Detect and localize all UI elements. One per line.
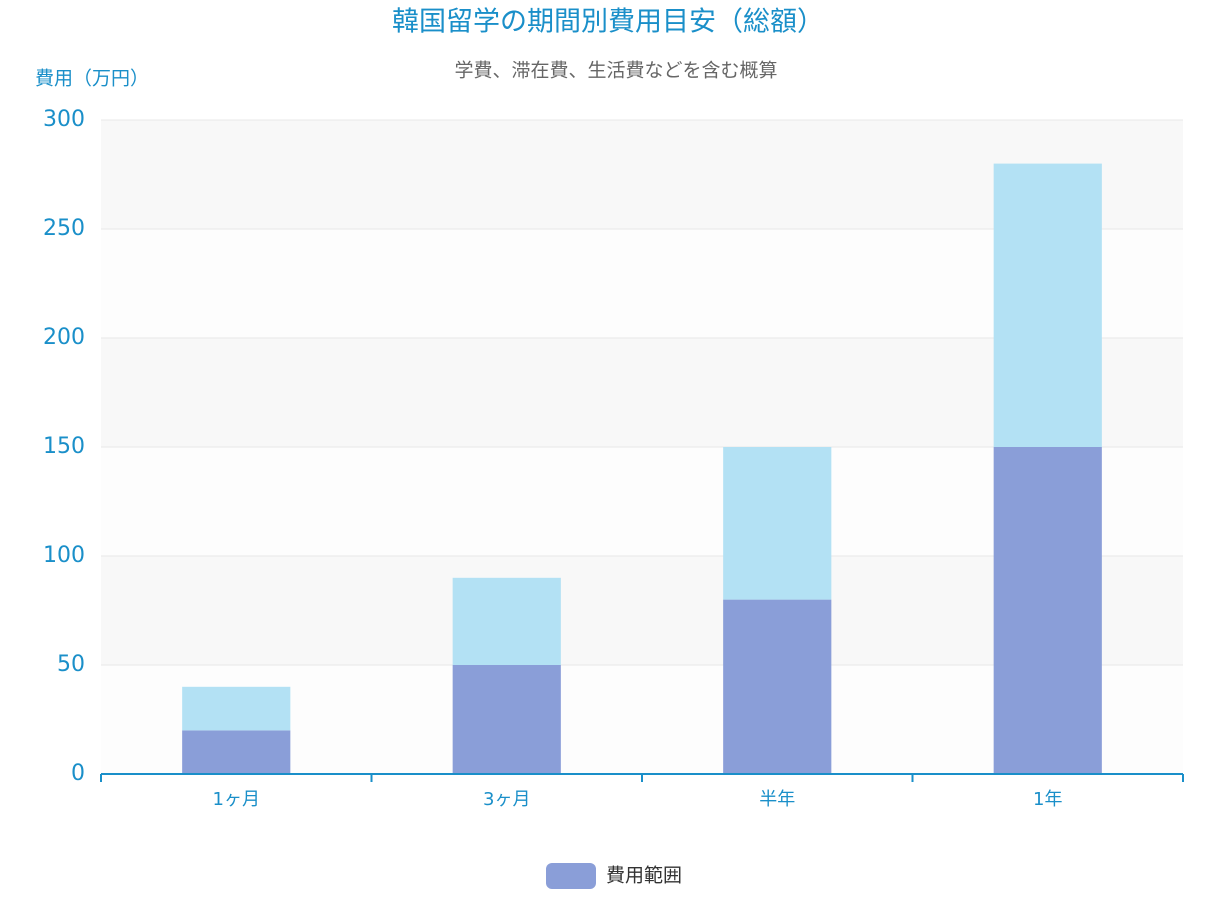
y-tick-label: 0 bbox=[71, 761, 85, 786]
axes: 0 50 100 150 200 250 300 1ヶ月 3ヶ月 半年 1年 bbox=[43, 107, 1184, 810]
x-tick-label: 半年 bbox=[759, 789, 795, 810]
bar-segment bbox=[182, 730, 291, 774]
y-tick-label: 300 bbox=[43, 107, 85, 132]
x-tick-label: 1年 bbox=[1033, 789, 1062, 810]
y-tick-label: 100 bbox=[43, 543, 85, 568]
bar-segment bbox=[723, 447, 832, 600]
y-tick-label: 50 bbox=[57, 652, 85, 677]
chart-title: 韓国留学の期間別費用目安（総額） bbox=[392, 7, 824, 38]
legend-swatch bbox=[546, 863, 596, 889]
y-tick-label: 150 bbox=[43, 434, 85, 459]
bar-segment bbox=[182, 686, 291, 731]
x-tick-label: 3ヶ月 bbox=[483, 789, 530, 810]
bar-segment bbox=[452, 665, 561, 774]
bar-segment bbox=[993, 447, 1102, 774]
bar-segment bbox=[723, 599, 832, 774]
y-tick-label: 200 bbox=[43, 325, 85, 350]
legend-label: 費用範囲 bbox=[606, 865, 682, 887]
bar-segment bbox=[993, 163, 1102, 447]
chart-subtitle: 学費、滞在費、生活費などを含む概算 bbox=[454, 60, 777, 82]
x-tick-label: 1ヶ月 bbox=[213, 789, 260, 810]
bars bbox=[182, 163, 1102, 774]
y-axis-label: 費用（万円） bbox=[35, 68, 149, 90]
bar-segment bbox=[452, 577, 561, 665]
y-tick-label: 250 bbox=[43, 216, 85, 241]
